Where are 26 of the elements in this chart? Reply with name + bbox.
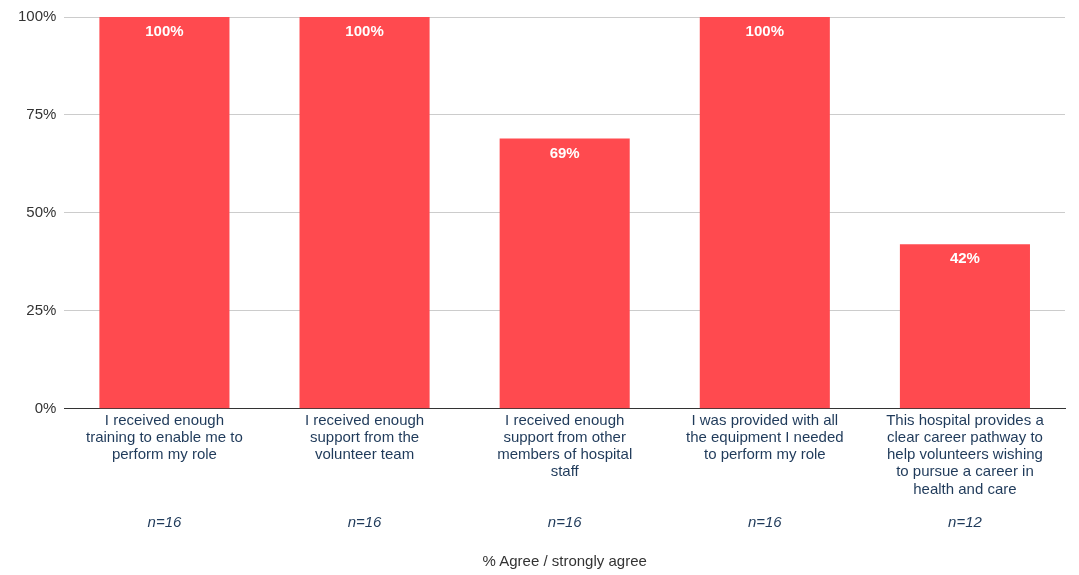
- text: n=16: [147, 513, 182, 531]
- bar: [699, 17, 830, 409]
- text: n=16: [547, 513, 583, 531]
- text: n=12: [948, 513, 983, 531]
- data-label: 100%: [145, 22, 184, 40]
- x-tick-label: This hospital provides a clear career pathway to help volunteers wishing to pursue a career in health and care: [886, 410, 1045, 497]
- y-tick-label: 25%: [26, 300, 57, 318]
- bar: [299, 17, 430, 409]
- y-tick-label: 50%: [26, 203, 57, 221]
- data-label: 69%: [549, 143, 580, 161]
- data-label: 100%: [745, 22, 784, 40]
- text: n=16: [347, 513, 383, 531]
- x-tick-label: I received enough support from other members of hospital staff: [497, 410, 633, 480]
- x-axis-title: % Agree / strongly agree: [482, 552, 647, 570]
- text: n=16: [747, 513, 783, 531]
- y-tick-label: 0%: [34, 398, 57, 416]
- bar: [99, 17, 230, 409]
- y-tick-label: 100%: [17, 7, 57, 25]
- x-tick-label: I received enough training to enable me to perform my role: [86, 410, 243, 463]
- data-label: 42%: [949, 249, 980, 267]
- y-tick-label: 75%: [26, 105, 57, 123]
- x-tick-label: I received enough support from the volunteer team: [304, 410, 425, 463]
- bar: [499, 138, 630, 409]
- x-tick-label: I was provided with all the equipment I needed to perform my role: [686, 410, 844, 463]
- data-label: 100%: [345, 22, 384, 40]
- bar: [899, 244, 1030, 409]
